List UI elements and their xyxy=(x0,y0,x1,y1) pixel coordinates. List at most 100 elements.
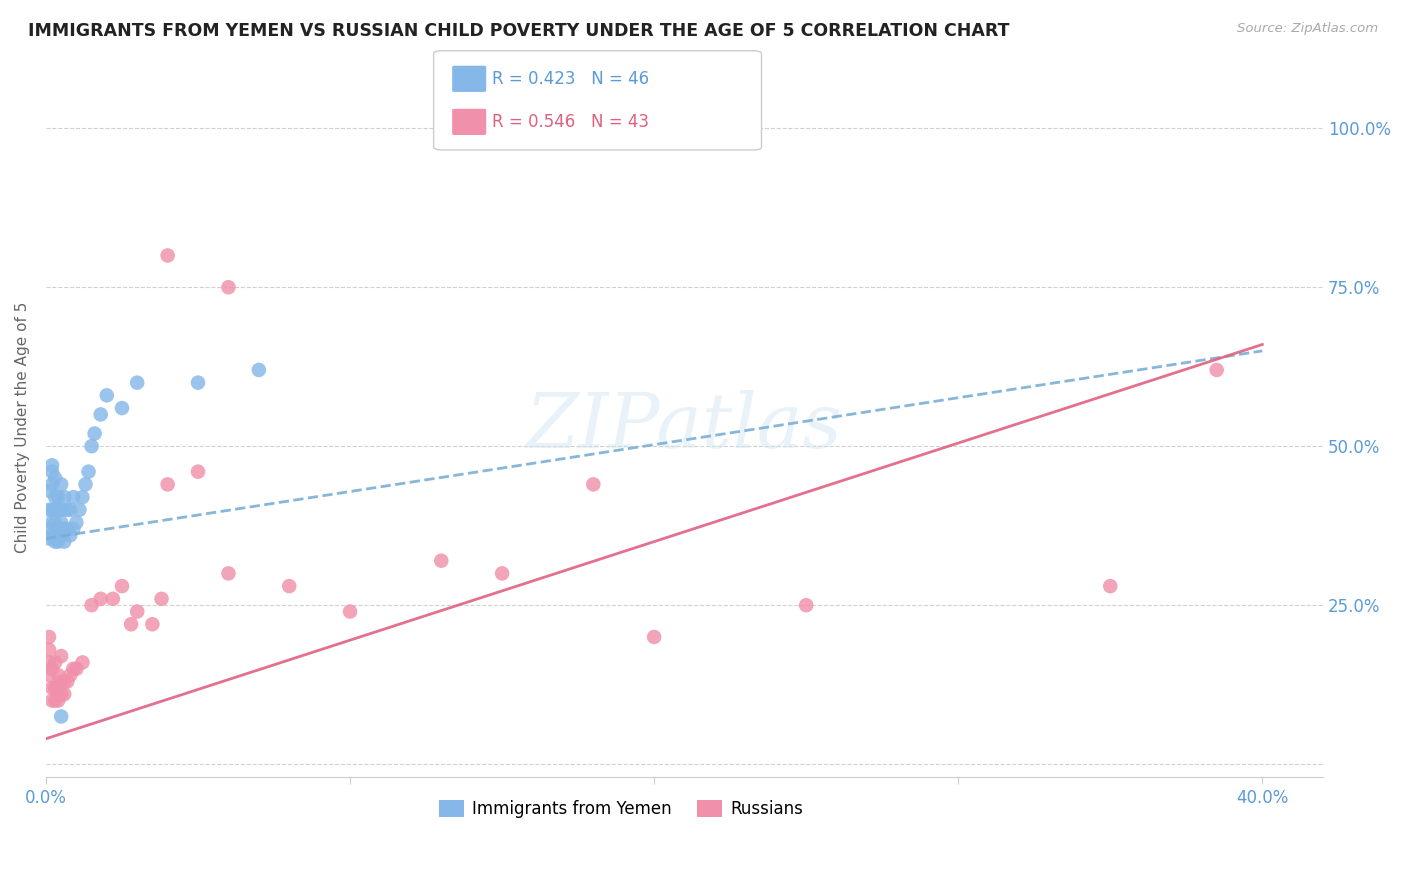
Point xyxy=(430,554,453,568)
Point xyxy=(44,516,66,530)
Point xyxy=(53,687,76,701)
Point xyxy=(65,516,87,530)
Text: Source: ZipAtlas.com: Source: ZipAtlas.com xyxy=(1237,22,1378,36)
Point xyxy=(53,522,76,536)
Point xyxy=(38,503,60,517)
Point xyxy=(38,630,60,644)
Text: R = 0.546   N = 43: R = 0.546 N = 43 xyxy=(492,113,650,131)
Point xyxy=(72,656,94,670)
Point xyxy=(101,591,124,606)
Point xyxy=(44,503,66,517)
Point xyxy=(56,674,79,689)
FancyBboxPatch shape xyxy=(433,51,762,150)
Point xyxy=(59,668,82,682)
Point xyxy=(38,483,60,498)
Point xyxy=(1099,579,1122,593)
Point xyxy=(72,490,94,504)
Text: IMMIGRANTS FROM YEMEN VS RUSSIAN CHILD POVERTY UNDER THE AGE OF 5 CORRELATION CH: IMMIGRANTS FROM YEMEN VS RUSSIAN CHILD P… xyxy=(28,22,1010,40)
Point xyxy=(44,693,66,707)
Point xyxy=(156,248,179,262)
Point xyxy=(62,490,84,504)
Point xyxy=(156,477,179,491)
Point xyxy=(90,591,112,606)
Point xyxy=(41,503,63,517)
Point xyxy=(77,465,100,479)
Point xyxy=(53,490,76,504)
Point xyxy=(278,579,301,593)
Point xyxy=(46,668,69,682)
Point xyxy=(83,426,105,441)
Point xyxy=(53,674,76,689)
Point xyxy=(643,630,665,644)
Point xyxy=(41,477,63,491)
Point xyxy=(51,648,73,663)
Point xyxy=(41,458,63,473)
Point xyxy=(1205,363,1227,377)
Point xyxy=(51,477,73,491)
Point xyxy=(127,605,149,619)
Point xyxy=(247,363,270,377)
Point xyxy=(44,534,66,549)
Point xyxy=(217,566,239,581)
Point xyxy=(51,674,73,689)
Point xyxy=(141,617,163,632)
Y-axis label: Child Poverty Under the Age of 5: Child Poverty Under the Age of 5 xyxy=(15,301,30,553)
Point xyxy=(38,656,60,670)
Point xyxy=(38,668,60,682)
Point xyxy=(46,693,69,707)
Point xyxy=(46,490,69,504)
Point xyxy=(62,662,84,676)
Point xyxy=(90,408,112,422)
Point xyxy=(80,598,103,612)
Point xyxy=(187,465,209,479)
Point xyxy=(51,516,73,530)
Point xyxy=(44,681,66,695)
Point xyxy=(46,522,69,536)
Point xyxy=(51,709,73,723)
Point xyxy=(46,681,69,695)
Point xyxy=(75,477,97,491)
Point xyxy=(53,534,76,549)
Point xyxy=(65,662,87,676)
Point xyxy=(59,503,82,517)
Point xyxy=(187,376,209,390)
Point xyxy=(41,465,63,479)
Point xyxy=(96,388,118,402)
Text: ZIPatlas: ZIPatlas xyxy=(526,390,842,464)
Point xyxy=(44,656,66,670)
Point xyxy=(51,528,73,542)
Point xyxy=(59,528,82,542)
Point xyxy=(41,662,63,676)
Point xyxy=(38,532,60,546)
Point xyxy=(127,376,149,390)
Point xyxy=(46,503,69,517)
Point xyxy=(41,516,63,530)
Point xyxy=(51,503,73,517)
Point xyxy=(41,528,63,542)
Point xyxy=(38,642,60,657)
Point xyxy=(111,401,134,415)
Point xyxy=(44,471,66,485)
Point xyxy=(46,534,69,549)
Point xyxy=(41,681,63,695)
Point xyxy=(111,579,134,593)
Point xyxy=(56,503,79,517)
Point xyxy=(150,591,173,606)
Point xyxy=(80,439,103,453)
Point xyxy=(62,522,84,536)
Text: R = 0.423   N = 46: R = 0.423 N = 46 xyxy=(492,70,650,87)
Point xyxy=(56,522,79,536)
Point xyxy=(38,522,60,536)
Point xyxy=(41,693,63,707)
FancyBboxPatch shape xyxy=(453,109,486,135)
Point xyxy=(67,503,90,517)
Point xyxy=(339,605,361,619)
Point xyxy=(120,617,142,632)
FancyBboxPatch shape xyxy=(453,66,486,92)
Point xyxy=(794,598,817,612)
Point xyxy=(582,477,605,491)
Legend: Immigrants from Yemen, Russians: Immigrants from Yemen, Russians xyxy=(432,793,810,824)
Point xyxy=(217,280,239,294)
Point xyxy=(44,490,66,504)
Point xyxy=(491,566,513,581)
